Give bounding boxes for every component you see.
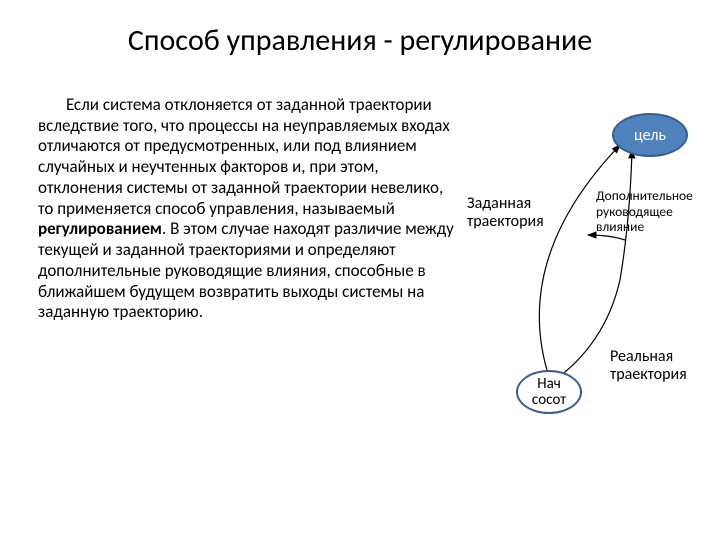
start-label: Начсосот — [532, 376, 566, 409]
given-trajectory-label: Заданнаятраектория — [467, 195, 544, 232]
extra-influence-label: Дополнительноеруководящеевлияние — [596, 188, 693, 235]
influence-arrow — [588, 235, 625, 240]
regulation-diagram: цель Начсосот Заданнаятраектория Дополни… — [460, 80, 720, 510]
goal-node: цель — [612, 113, 688, 157]
body-text-content: Если система отклоняется от заданной тра… — [38, 94, 454, 322]
slide-title: Способ управления - регулирование — [0, 22, 720, 59]
real-trajectory-label: Реальнаятраектория — [610, 348, 687, 385]
start-node: Начсосот — [516, 370, 582, 414]
goal-label: цель — [634, 126, 666, 145]
body-paragraph: Если система отклоняется от заданной тра… — [38, 95, 458, 323]
given-trajectory-curve — [539, 145, 620, 380]
